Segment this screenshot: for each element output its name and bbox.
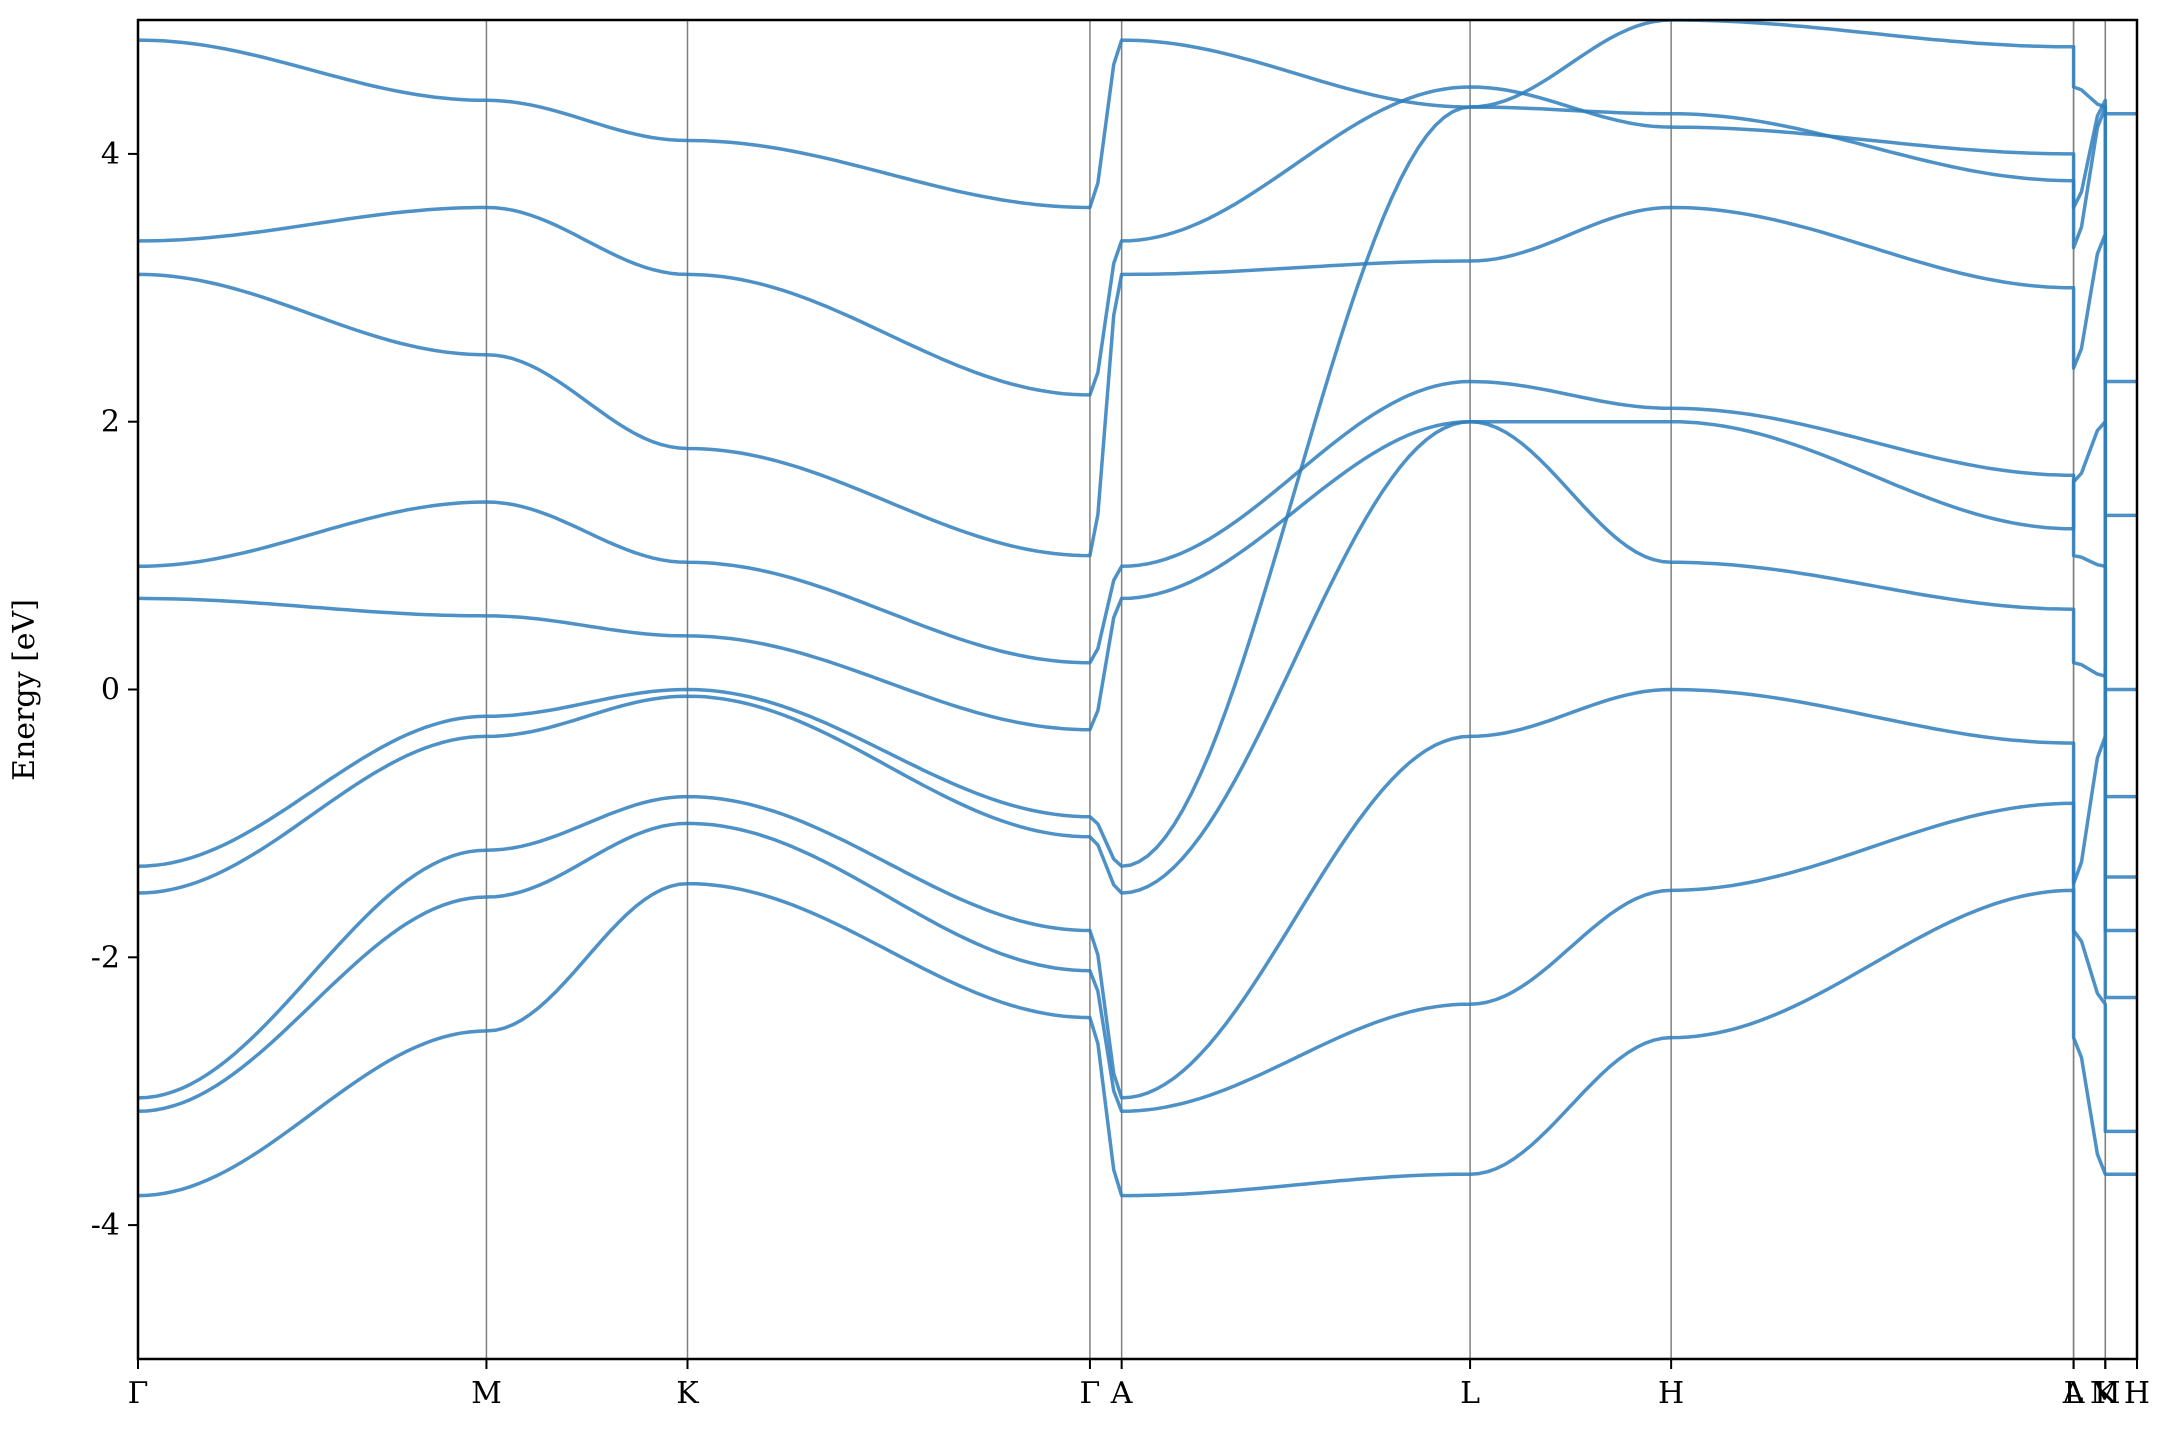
y-tick-label: 0 [101, 673, 120, 708]
x-tick-label: M [2090, 1376, 2121, 1411]
x-tick-label: Γ [1080, 1376, 1101, 1411]
band-line [138, 687, 2137, 1100]
high-symmetry-gridlines [485, 20, 2107, 1359]
x-tick-label: L [1460, 1376, 1480, 1411]
band-line [138, 105, 2137, 879]
x-tick-label: A [1110, 1376, 1133, 1411]
y-tick-label: 2 [101, 405, 120, 440]
band-line [138, 85, 2137, 397]
y-axis-ticks: 4 2 0 -2 -4 [91, 137, 138, 1243]
y-tick-label: -4 [91, 1208, 120, 1243]
x-axis-ticks: Γ M K Γ A L H AL MK H [128, 1359, 2150, 1411]
y-tick-label: -2 [91, 940, 120, 975]
x-tick-label: H [2124, 1376, 2150, 1411]
band-line [138, 881, 2137, 1198]
x-tick-label: A [2062, 1376, 2085, 1411]
x-tick-label: K [676, 1376, 699, 1411]
band-line [138, 379, 2137, 692]
y-tick-label: 4 [101, 137, 120, 172]
band-lines [138, 20, 2137, 1198]
x-tick-label: K [2094, 1376, 2117, 1411]
x-tick-label: H [1658, 1376, 1684, 1411]
x-tick-label: Γ [128, 1376, 149, 1411]
x-tick-label: M [471, 1376, 502, 1411]
band-line [138, 20, 2137, 210]
band-line [138, 801, 2137, 1134]
x-tick-label: L [2064, 1376, 2084, 1411]
band-line [138, 205, 2137, 558]
y-axis-label: Energy [eV] [7, 599, 42, 781]
band-line [138, 419, 2137, 799]
band-line [138, 419, 2137, 933]
plot-frame [136, 18, 2139, 1361]
